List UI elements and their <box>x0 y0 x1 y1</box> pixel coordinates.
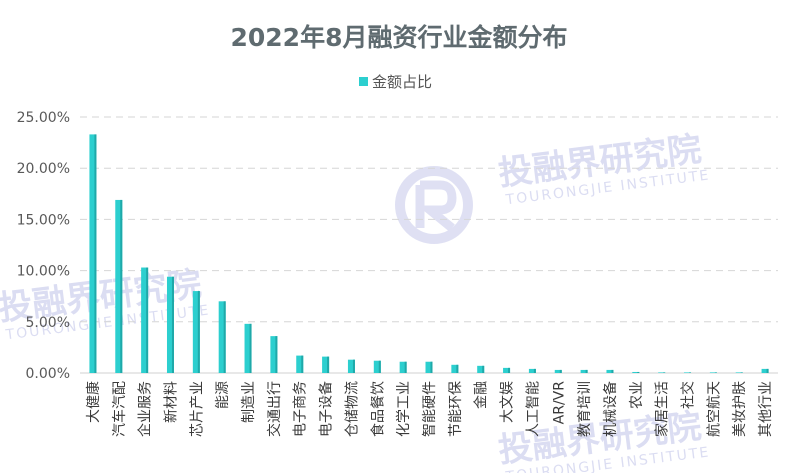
y-tick-label: 20.00% <box>17 161 70 177</box>
bar <box>735 372 743 373</box>
x-category-label: 其他行业 <box>758 381 774 437</box>
legend: 金额占比 <box>359 73 432 91</box>
bar-shade <box>223 301 226 373</box>
bar <box>632 371 640 373</box>
x-category-label: 智能硬件 <box>422 381 438 437</box>
bar-shade <box>559 369 562 373</box>
x-category-label: 芯片产业 <box>189 381 205 437</box>
bar <box>684 372 692 373</box>
bar-shade <box>197 291 200 373</box>
x-category-label: 教育培训 <box>577 381 593 437</box>
y-tick-label: 5.00% <box>26 315 70 331</box>
bar-shade <box>146 267 149 373</box>
bar <box>503 367 511 373</box>
logo-letter <box>415 180 457 232</box>
bar-shade <box>637 371 640 373</box>
bar <box>709 372 717 373</box>
bars <box>89 134 769 373</box>
bar <box>244 323 252 373</box>
bar <box>296 355 304 373</box>
y-axis-ticks: 0.00% 5.00% 10.00% 15.00% 20.00% 25.00% <box>17 110 70 382</box>
x-category-label: 企业服务 <box>137 381 154 437</box>
bar <box>218 301 226 373</box>
bar <box>192 291 200 373</box>
x-category-label: 汽车汽配 <box>111 381 128 437</box>
bar <box>373 360 381 373</box>
logo-ring <box>395 166 473 244</box>
legend-swatch <box>359 77 368 86</box>
bar <box>425 361 433 373</box>
bar-shade <box>171 276 174 373</box>
bar <box>347 359 355 373</box>
x-category-label: 家居生活 <box>654 381 671 437</box>
x-category-label: 新材料 <box>163 381 179 423</box>
x-category-label: 食品餐饮 <box>369 381 386 437</box>
bar <box>477 365 485 373</box>
bar <box>451 364 459 373</box>
x-axis-categories: 大健康 汽车汽配 企业服务 新材料 芯片产业 能源 制造业 交通出行 电子商务 电子设备 仓储物流食… <box>85 381 774 437</box>
x-category-label: 电子设备 <box>318 381 335 437</box>
bar-shade <box>378 360 381 373</box>
bar-shade <box>689 372 692 373</box>
bar-shade <box>740 372 743 373</box>
bar <box>89 134 97 373</box>
x-category-label: 机械设备 <box>602 381 619 437</box>
y-tick-label: 15.00% <box>17 212 70 228</box>
bar <box>528 368 536 373</box>
bar-shade <box>533 368 536 373</box>
x-category-label: 大健康 <box>85 381 102 423</box>
x-category-label: 航空航天 <box>706 381 722 437</box>
bar-shade <box>404 361 407 373</box>
x-category-label: 金融 <box>474 381 490 409</box>
bar-shade <box>611 369 614 373</box>
x-category-label: 美妆护肤 <box>732 381 748 437</box>
bar-shade <box>327 356 330 373</box>
bar-shade <box>94 134 97 373</box>
bar-shade <box>275 336 278 373</box>
x-category-label: 能源 <box>215 381 231 409</box>
bar-shade <box>714 372 717 373</box>
legend-label: 金额占比 <box>372 73 432 91</box>
bar <box>658 372 666 373</box>
bar-shade <box>766 368 769 373</box>
bar <box>606 369 614 373</box>
x-category-label: 节能环保 <box>448 381 464 437</box>
bar-shade <box>120 199 123 373</box>
y-tick-label: 0.00% <box>26 366 70 382</box>
bar <box>580 369 588 373</box>
x-category-label: 农业 <box>629 381 645 409</box>
bar-shade <box>249 323 252 373</box>
bar-shade <box>456 364 459 373</box>
bar <box>322 356 330 373</box>
x-category-label: 人工智能 <box>525 381 541 437</box>
x-category-label: 电子商务 <box>293 381 309 437</box>
x-category-label: 交通出行 <box>266 381 283 437</box>
bar-shade <box>482 365 485 373</box>
x-category-label: AR/VR <box>551 381 567 425</box>
x-category-label: 仓储物流 <box>344 381 360 437</box>
x-category-label: 化学工业 <box>396 381 412 437</box>
bar-shade <box>508 367 511 373</box>
y-tick-label: 10.00% <box>17 264 70 280</box>
bar <box>399 361 407 373</box>
bar-shade <box>663 372 666 373</box>
chart-title: 2022年8月融资行业金额分布 <box>231 23 568 52</box>
bar-shade <box>352 359 355 373</box>
bar <box>141 267 149 373</box>
watermark-logo <box>395 166 473 244</box>
bar <box>761 368 769 373</box>
bar-shade <box>430 361 433 373</box>
y-tick-label: 25.00% <box>17 110 70 126</box>
x-category-label: 社交 <box>680 381 697 409</box>
bar <box>115 199 123 373</box>
bar <box>270 336 278 373</box>
x-category-label: 制造业 <box>241 381 257 423</box>
x-category-label: 大文娱 <box>500 381 516 423</box>
bar-shade <box>301 355 304 373</box>
bar-shade <box>585 369 588 373</box>
bar <box>554 369 562 373</box>
gridlines <box>80 116 778 323</box>
bar <box>166 276 174 373</box>
